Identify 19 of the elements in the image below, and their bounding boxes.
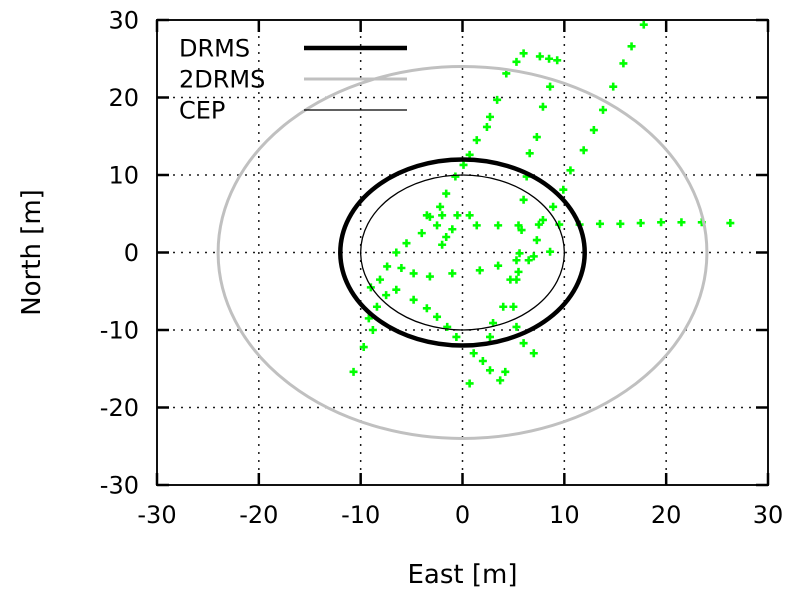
y-tick-label: -20 [100,394,139,422]
x-axis-title: East [m] [408,560,518,590]
x-tick-label: -20 [239,501,278,529]
x-tick-label: 0 [454,501,470,529]
annotation: 2DRMS [179,65,266,94]
annotation: CEP [179,96,226,124]
y-tick-label: 10 [108,161,139,190]
annotation: DRMS [179,34,250,62]
y-tick-label: 0 [124,238,139,267]
y-tick-label: 20 [108,84,139,112]
y-axis-title: North [m] [17,189,47,316]
x-tick-label: -10 [341,501,380,529]
x-tick-label: 30 [752,501,784,529]
y-tick-label: -10 [100,316,139,344]
x-tick-label: -30 [137,501,177,529]
x-tick-label: 10 [549,501,580,529]
y-tick-label: -30 [100,471,139,500]
y-tick-label: 30 [108,6,139,34]
x-tick-label: 20 [650,501,682,529]
